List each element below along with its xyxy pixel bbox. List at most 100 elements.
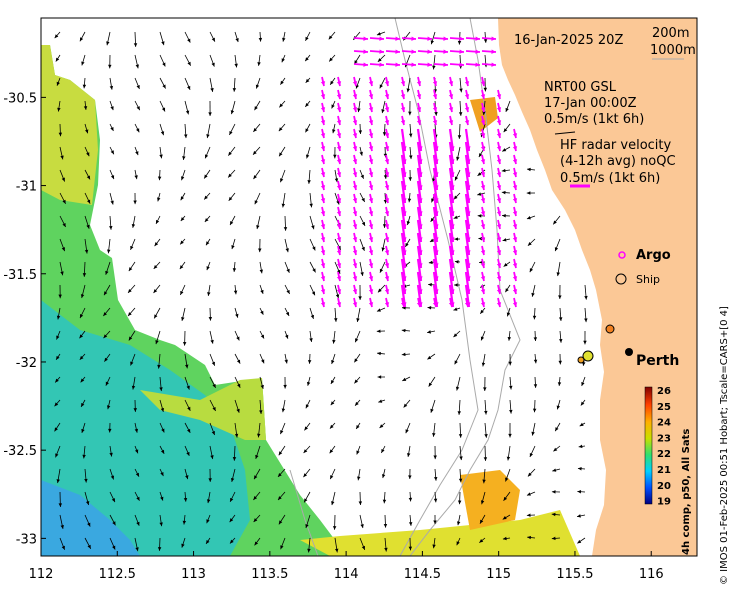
model-arrow-head [427, 330, 431, 334]
colorbar-tick-label: 23 [657, 433, 671, 444]
model-arrow-head [501, 190, 506, 195]
model-arrow-head [311, 225, 315, 230]
model-arrow-head [261, 359, 265, 364]
colorbar [644, 386, 653, 505]
model-arrow-head [56, 81, 60, 86]
model-arrow-head [230, 221, 234, 226]
model-arrow-head [408, 475, 412, 480]
radar-arrow-head [448, 107, 454, 112]
model-arrow-head [405, 429, 409, 434]
radar-arrow-head [475, 49, 480, 54]
model-arrow-head [434, 111, 438, 116]
radar-arrow-head [464, 107, 470, 112]
model-arrow-head [281, 58, 285, 63]
x-tick-label: 115 [486, 567, 511, 582]
model-arrow-head [285, 311, 290, 316]
model-arrow-head [454, 176, 459, 181]
model-arrow-head [108, 428, 112, 433]
radar-arrow-head [384, 224, 390, 229]
model-arrow-head [112, 545, 116, 550]
model-arrow-head [253, 150, 257, 155]
model-arrow-head [54, 427, 58, 432]
model-arrow-head [180, 240, 184, 245]
radar-arrow-head [336, 133, 342, 138]
model-arrow-head [110, 106, 114, 111]
radar-arrow-head [416, 94, 422, 99]
model-arrow-head [161, 107, 166, 112]
radar-arrow-head [480, 250, 486, 255]
model-arrow-head [253, 128, 258, 132]
model-arrow-head [332, 129, 336, 134]
model-arrow-head [130, 245, 134, 250]
model-arrow-head [185, 364, 189, 369]
model-arrow-head [109, 452, 113, 457]
model-arrow-head [279, 103, 284, 108]
model-arrow-head [134, 449, 139, 454]
model-arrow-head [253, 496, 258, 500]
model-arrow-head [153, 265, 158, 269]
model-arrow-head [354, 60, 358, 65]
model-arrow-head [254, 475, 258, 480]
colorbar-tick-label: 25 [657, 402, 671, 413]
model-arrow-head [336, 200, 340, 205]
radar-arrow-head [448, 302, 454, 307]
model-arrow-head [160, 496, 164, 501]
model-arrow-head [279, 152, 283, 157]
radar-arrow-head [368, 107, 374, 112]
sst-south-orange [460, 470, 520, 530]
model-arrow-head [453, 307, 458, 311]
model-arrow-head [231, 245, 235, 250]
model-arrow-head [181, 316, 185, 321]
model-arrow-head [161, 428, 165, 433]
model-arrow-head [204, 174, 208, 179]
model-arrow-head [106, 41, 110, 46]
radar-arrow-head [363, 62, 368, 67]
model-arrow-head [379, 268, 384, 273]
radar-arrow-head [384, 198, 390, 203]
model-arrow-head [104, 357, 108, 362]
radar-arrow-head [368, 81, 374, 86]
model-arrow-head [428, 382, 433, 387]
radar-arrow-head [384, 107, 390, 112]
model-arrow-head [304, 498, 308, 503]
radar-arrow-head [416, 120, 422, 125]
model-arrow-head [280, 178, 284, 183]
model-arrow-head [355, 338, 359, 343]
radar-arrow-head [400, 107, 406, 112]
model-arrow-head [379, 84, 383, 89]
radar-arrow-head [395, 49, 400, 54]
model-arrow-head [183, 497, 188, 502]
x-tick-label: 116 [639, 567, 664, 582]
radar-arrow-head [379, 36, 384, 41]
radar-arrow-head [368, 276, 374, 281]
model-arrow-head [458, 478, 463, 483]
model-arrow-head [433, 520, 437, 525]
model-arrow-head [136, 521, 140, 526]
radar-arrow-head [336, 146, 342, 151]
model-arrow-head [157, 364, 161, 369]
model-arrow-head [136, 85, 140, 90]
radar-arrow-head [496, 302, 502, 307]
model-arrow-head [508, 433, 512, 438]
model-arrow-head [131, 385, 136, 390]
contour-1000m-label: 1000m [650, 43, 696, 58]
model-arrow-head [81, 428, 85, 433]
model-arrow-head [531, 431, 535, 436]
model-arrow-head [84, 249, 89, 254]
model-arrow-head [502, 516, 507, 520]
radar-arrow-head [384, 276, 390, 281]
model-arrow-head [482, 111, 486, 116]
model-arrow-head [526, 492, 531, 496]
radar-subtitle: (4-12h avg) noQC [560, 154, 676, 169]
model-arrow-head [259, 410, 263, 414]
radar-arrow-head [496, 237, 502, 242]
model-arrow-head [454, 360, 458, 365]
radar-arrow-head [320, 198, 326, 203]
radar-arrow-head [512, 289, 518, 294]
radar-arrow-head [336, 224, 342, 229]
radar-arrow-head [512, 185, 518, 190]
radar-arrow-head [512, 172, 518, 177]
model-arrow-head [334, 178, 339, 183]
radar-arrow-head [512, 237, 518, 242]
model-arrow-head [135, 472, 139, 477]
